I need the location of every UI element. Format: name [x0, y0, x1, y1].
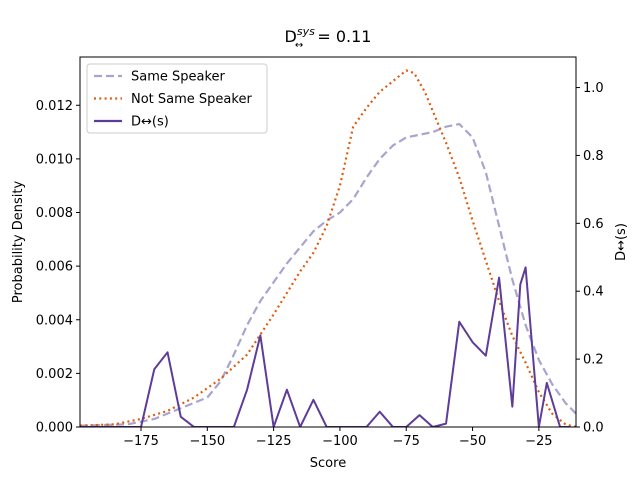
series-layer	[80, 69, 576, 427]
plot-frame	[79, 56, 577, 428]
y-axis-left: 0.000 0.002 0.004 0.006 0.008 0.010 0.012	[36, 99, 80, 436]
series-line-3	[80, 266, 571, 427]
title-sub: ↔	[295, 40, 303, 51]
y-axis-right-title: D↔(s)	[614, 223, 629, 261]
x-tick-label: −175	[123, 434, 159, 449]
x-axis-title: Score	[310, 456, 346, 471]
x-tick-label: −100	[322, 434, 358, 449]
series-line-2	[80, 69, 576, 427]
x-axis: −175 −150 −125 −100 −75 −50 −25	[123, 427, 553, 449]
y-right-tick-label: 0.0	[583, 421, 604, 436]
series-line-1	[80, 122, 576, 427]
title-sup: sys	[297, 25, 315, 38]
y-axis-left-title: Probability Density	[11, 181, 26, 304]
x-tick-label: −50	[459, 434, 486, 449]
legend: Same Speaker Not Same Speaker D↔(s)	[86, 63, 268, 134]
x-tick-label: −150	[189, 434, 225, 449]
y-right-tick-label: 0.4	[583, 285, 604, 300]
x-tick-label: −125	[256, 434, 292, 449]
y-right-tick-label: 0.2	[583, 353, 604, 368]
legend-label-1: Same Speaker	[131, 70, 226, 85]
legend-box	[86, 63, 268, 134]
y-right-tick-label: 0.8	[583, 149, 604, 164]
title-base: D	[285, 27, 297, 46]
y-left-tick-label: 0.000	[36, 421, 73, 436]
y-right-tick-label: 0.6	[583, 217, 604, 232]
x-tick-label: −25	[525, 434, 552, 449]
y-left-tick-label: 0.004	[36, 313, 73, 328]
y-left-tick-label: 0.012	[36, 99, 73, 114]
chart-title: Dsys ↔ = 0.11	[285, 25, 372, 51]
y-right-tick-label: 1.0	[583, 81, 604, 96]
y-left-tick-label: 0.010	[36, 152, 73, 167]
legend-label-2: Not Same Speaker	[131, 92, 252, 107]
y-left-tick-label: 0.006	[36, 260, 73, 275]
legend-label-3: D↔(s)	[131, 115, 169, 130]
title-rest: = 0.11	[312, 27, 371, 46]
y-left-tick-label: 0.008	[36, 206, 73, 221]
y-left-tick-label: 0.002	[36, 367, 73, 382]
y-axis-right: 0.0 0.2 0.4 0.6 0.8 1.0	[576, 81, 604, 436]
x-tick-label: −75	[393, 434, 420, 449]
